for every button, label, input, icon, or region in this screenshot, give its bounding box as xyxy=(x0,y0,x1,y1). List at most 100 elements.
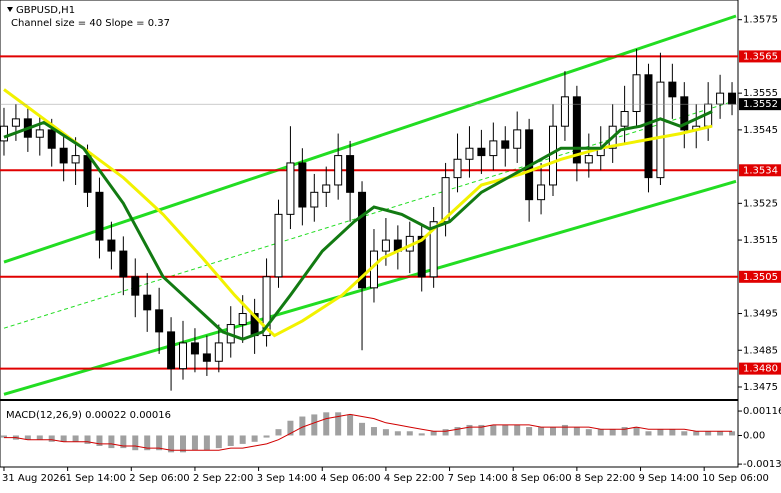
x-tick-label: 7 Sep 14:00 xyxy=(448,473,508,484)
macd-bar xyxy=(180,435,187,453)
candle-body xyxy=(489,140,498,157)
candle-body xyxy=(59,147,68,164)
candle-body xyxy=(83,155,92,193)
level-label-box xyxy=(739,362,781,375)
macd-bar xyxy=(36,435,43,440)
macd-bar xyxy=(132,435,139,451)
candle-body xyxy=(286,162,295,215)
level-label-box xyxy=(739,270,781,283)
y-tick-label: 0.00 xyxy=(743,430,765,441)
candle-body xyxy=(346,155,355,193)
level-label-box xyxy=(739,164,781,177)
candle-body xyxy=(644,74,653,179)
candle-body xyxy=(417,235,426,278)
macd-bar xyxy=(287,420,294,436)
macd-bar xyxy=(478,424,485,436)
macd-bar xyxy=(108,435,115,449)
candle-body xyxy=(453,158,462,179)
macd-bar xyxy=(657,429,664,436)
last-price-box xyxy=(739,98,781,111)
y-tick-label: 1.3575 xyxy=(743,15,778,26)
macd-bar xyxy=(717,431,724,436)
y-tick-label: 1.3555 xyxy=(743,88,778,99)
macd-bar xyxy=(96,435,103,446)
macd-bar xyxy=(227,435,234,446)
candle-body xyxy=(620,111,629,127)
y-tick-label: 1.3495 xyxy=(743,309,778,320)
macd-bar xyxy=(24,435,31,440)
y-tick-label: 1.3525 xyxy=(743,198,778,209)
macd-bar xyxy=(490,424,497,436)
macd-bar xyxy=(144,435,151,451)
x-tick-label: 3 Sep 14:00 xyxy=(257,473,317,484)
y-tick-label: 1.3515 xyxy=(743,235,778,246)
candle-body xyxy=(107,239,116,252)
candle-body xyxy=(668,81,677,98)
candle-body xyxy=(381,239,390,252)
candle-body xyxy=(584,155,593,164)
candle-body xyxy=(238,313,247,326)
macd-bar xyxy=(609,429,616,436)
macd-bar xyxy=(84,435,91,444)
x-tick-label: 9 Sep 14:00 xyxy=(639,473,699,484)
macd-bar xyxy=(466,424,473,436)
macd-bar xyxy=(60,435,67,442)
candle-body xyxy=(262,276,271,337)
candle-body xyxy=(214,342,223,362)
candle-body xyxy=(334,155,343,186)
macd-bar xyxy=(203,435,210,451)
macd-bar xyxy=(585,429,592,436)
macd-bar xyxy=(645,431,652,436)
candle-body xyxy=(358,191,367,289)
candle-body xyxy=(131,276,140,296)
level-label: 1.3505 xyxy=(743,272,778,283)
candle-body xyxy=(465,147,474,160)
candle-body xyxy=(274,213,283,278)
candle-body xyxy=(501,140,510,149)
macd-bar xyxy=(621,427,628,436)
macd-bar xyxy=(299,416,306,436)
signal-line xyxy=(4,413,732,451)
candle-body xyxy=(322,184,331,193)
candle-body xyxy=(190,342,199,355)
macd-title: MACD(12,26,9) 0.00022 0.00016 xyxy=(6,410,171,421)
macd-bar xyxy=(215,435,222,449)
candle-body xyxy=(560,96,569,127)
macd-bar xyxy=(394,431,401,436)
macd-bar xyxy=(633,427,640,436)
macd-bar xyxy=(311,414,318,436)
x-tick-label: 2 Sep 06:00 xyxy=(129,473,189,484)
candle-body xyxy=(632,74,641,113)
y-tick-label: 1.3485 xyxy=(743,345,778,356)
macd-bar xyxy=(454,427,461,436)
level-label: 1.3565 xyxy=(743,51,778,62)
level-label: 1.3534 xyxy=(743,165,778,176)
moving-average xyxy=(3,88,713,338)
candle-body xyxy=(47,129,56,149)
macd-bar xyxy=(705,431,712,436)
macd-bar xyxy=(430,431,437,436)
candle-body xyxy=(71,155,80,164)
candle-body xyxy=(11,118,20,127)
chart-subtitle: Channel size = 40 Slope = 0.37 xyxy=(11,18,170,29)
macd-bar xyxy=(347,414,354,436)
macd-bar xyxy=(359,422,366,436)
candle-body xyxy=(429,221,438,278)
macd-bar xyxy=(550,427,557,436)
macd-bar xyxy=(0,435,7,438)
candle-body xyxy=(0,125,8,142)
candle-body xyxy=(298,162,307,208)
candle-body xyxy=(95,191,104,241)
candle-body xyxy=(680,96,689,131)
macd-bar xyxy=(514,424,521,436)
macd-bar xyxy=(693,431,700,436)
macd-bar xyxy=(168,435,175,453)
y-tick-label: 1.3475 xyxy=(743,382,778,393)
candle-body xyxy=(155,309,164,333)
moving-average xyxy=(3,110,713,341)
candle-body xyxy=(513,129,522,149)
macd-bar xyxy=(681,431,688,436)
macd-bar xyxy=(251,435,258,442)
candle-body xyxy=(35,129,44,138)
